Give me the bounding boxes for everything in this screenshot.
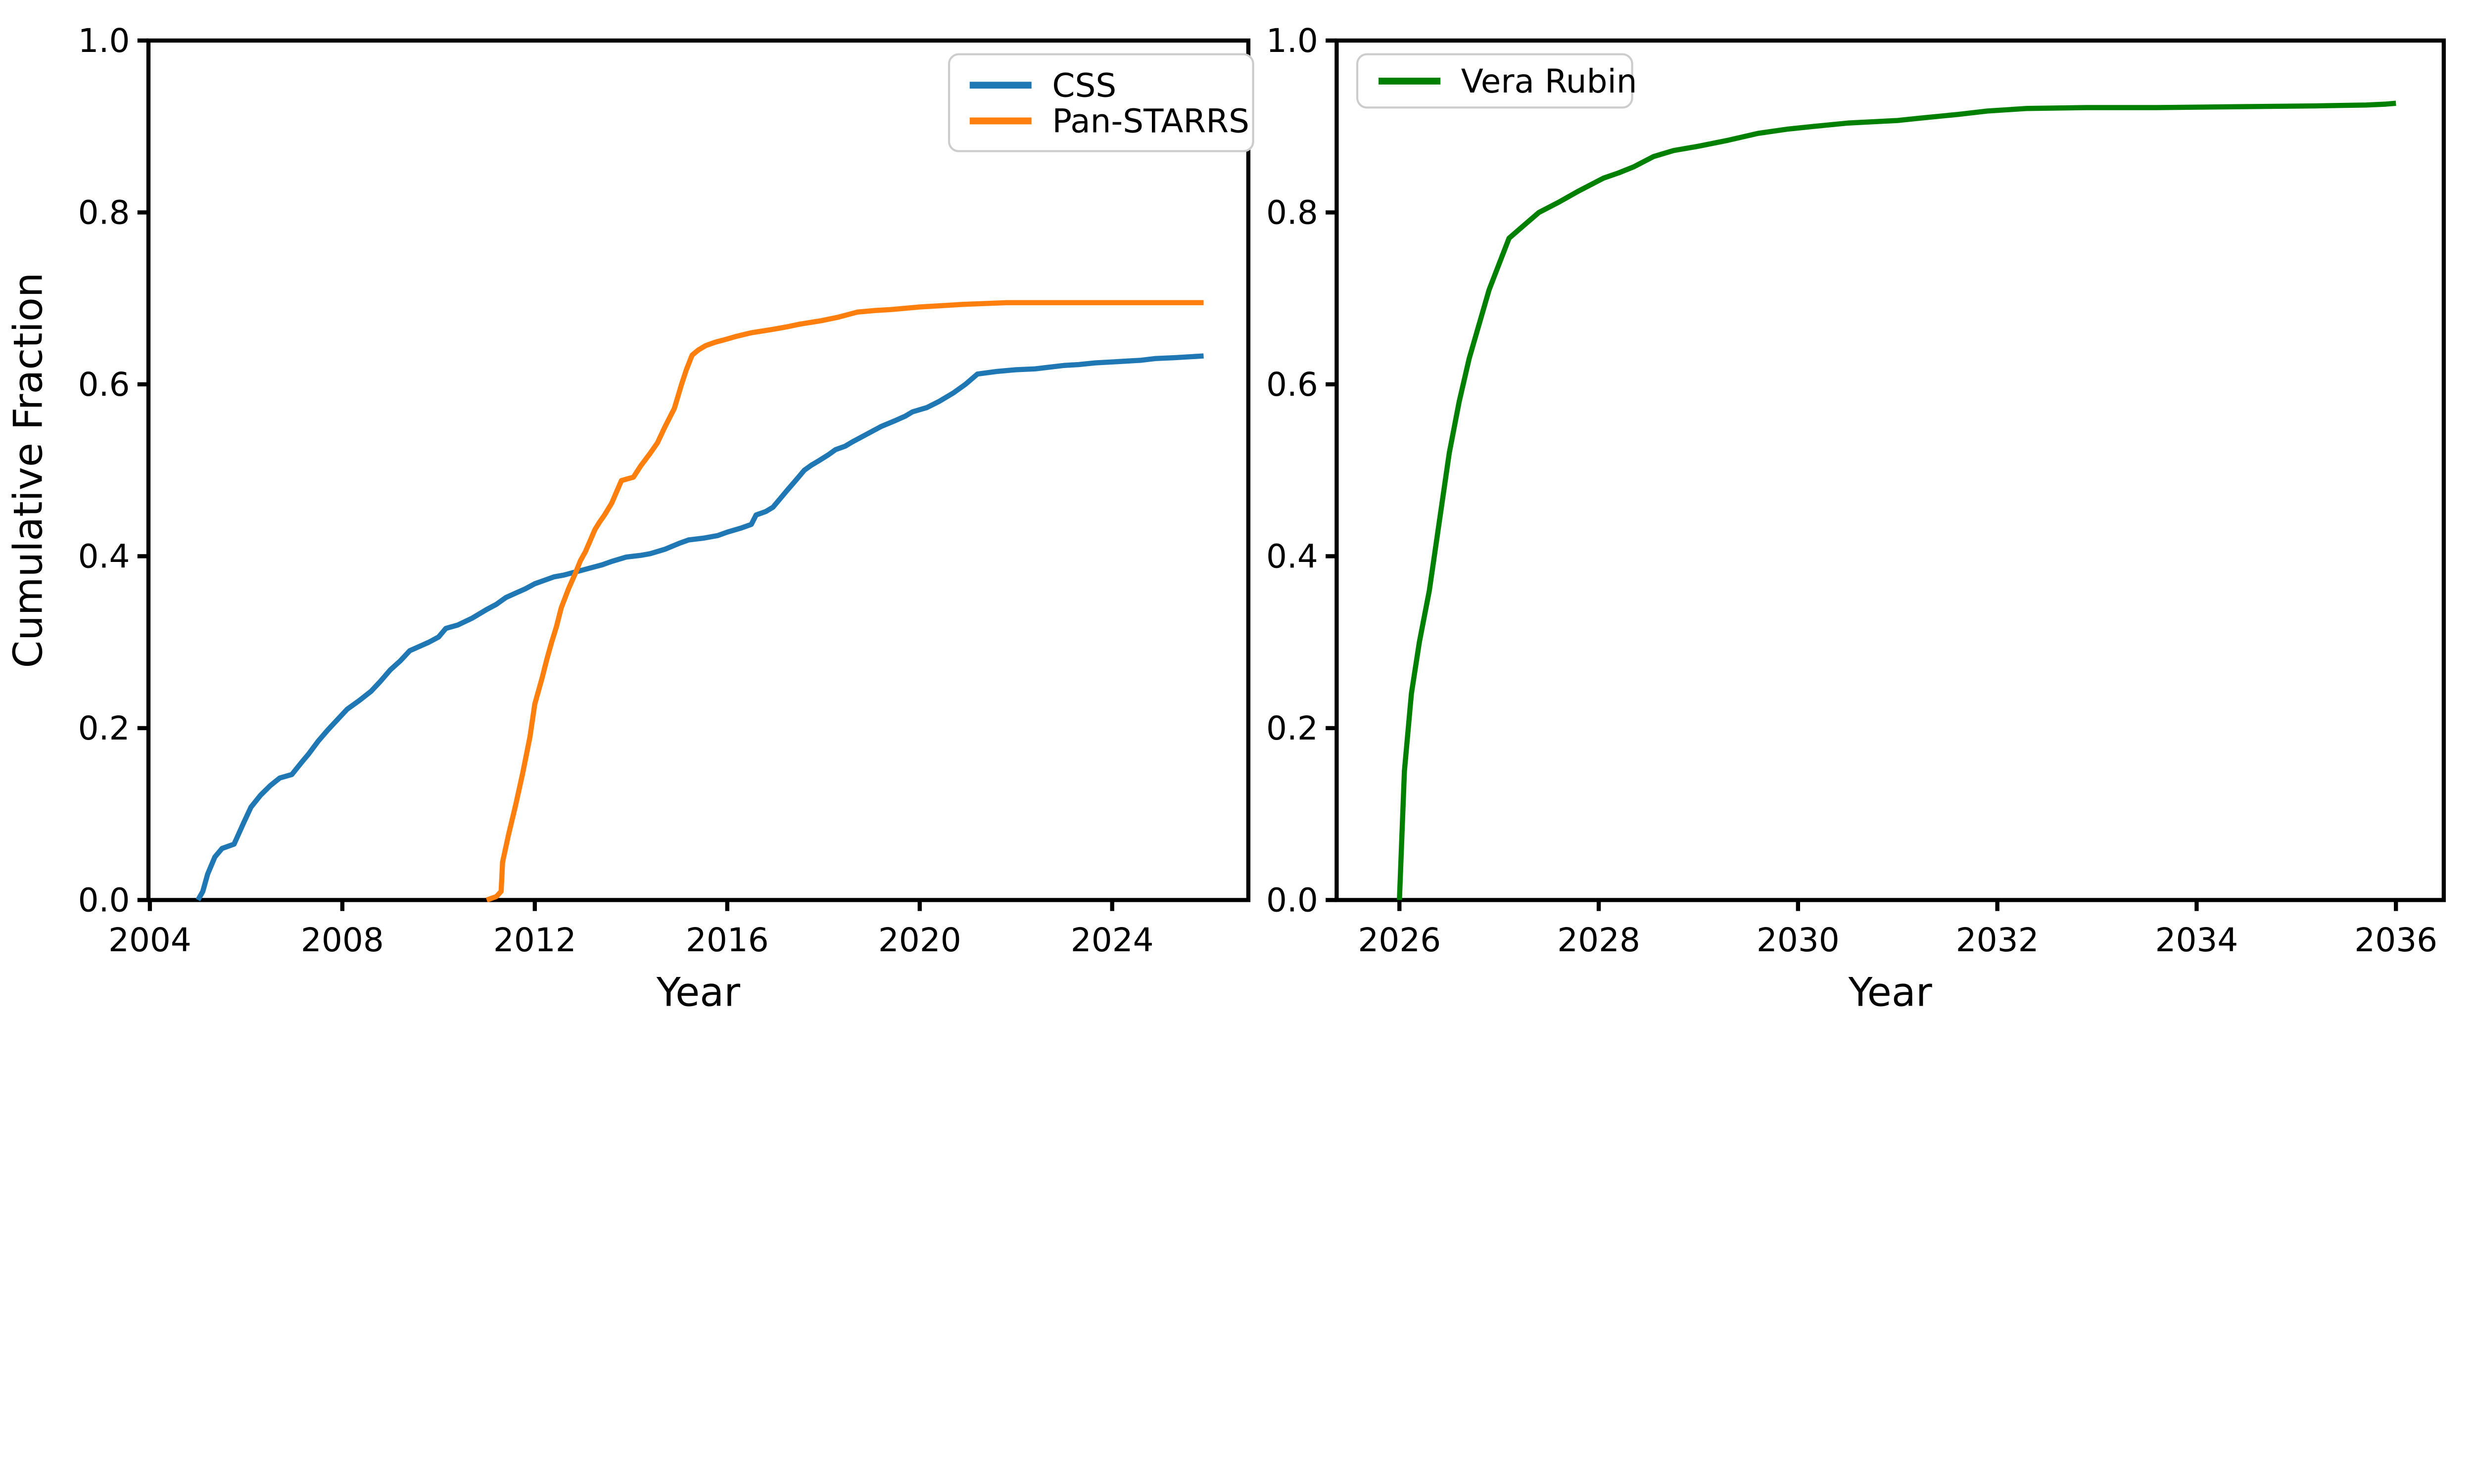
series-line-vera-rubin: [1397, 100, 2396, 900]
y-tick-label: 1.0: [78, 22, 130, 60]
legend-label: Pan-STARRS: [1052, 102, 1249, 140]
y-tick-label: 0.8: [78, 194, 130, 232]
y-tick-label: 0.4: [78, 538, 130, 576]
series-line-pan-starrs: [485, 300, 1204, 903]
right-panel: 2026 2028 2030 2032 2034 2036 0.0 0.2 0.4 0.6 0.8 1…: [1266, 22, 2446, 1015]
legend-box: [948, 53, 1254, 152]
x-tick-label: 2024: [1071, 921, 1154, 959]
x-tick-label: 2036: [2354, 921, 2437, 959]
x-tick-label: 2028: [1557, 921, 1640, 959]
x-tick-label: 2034: [2155, 921, 2238, 959]
y-tick-label: 0.2: [1266, 709, 1318, 747]
x-tick-label: 2030: [1757, 921, 1840, 959]
figure-canvas: 2004 2008 2012 2016 2020 2024 0.0 0.2 0.4 0.6 0.8 1…: [5, 22, 2446, 1015]
x-axis-label: Year: [656, 969, 740, 1015]
series-line-css: [195, 353, 1204, 901]
x-tick-label: 2012: [493, 921, 576, 959]
x-tick-label: 2026: [1358, 921, 1441, 959]
y-tick-label: 0.4: [1266, 538, 1318, 576]
left-panel: 2004 2008 2012 2016 2020 2024 0.0 0.2 0.4 0.6 0.8 1…: [5, 22, 1254, 1015]
x-tick-label: 2016: [686, 921, 769, 959]
x-tick-label: 2020: [878, 921, 961, 959]
y-tick-label: 0.6: [1266, 366, 1318, 404]
x-tick-label: 2008: [301, 921, 384, 959]
x-tick-label: 2032: [1956, 921, 2039, 959]
plot-frame: [146, 38, 1251, 902]
y-tick-label: 0.6: [78, 366, 130, 404]
y-tick-label: 0.0: [78, 881, 130, 920]
legend-box: [1356, 53, 1633, 109]
y-tick-label: 0.0: [1266, 881, 1318, 920]
y-tick-label: 0.2: [78, 709, 130, 747]
legend: Vera Rubin: [1356, 53, 1637, 109]
y-axis-label: Cumulative Fraction: [5, 273, 51, 668]
figure: 2004 2008 2012 2016 2020 2024 0.0 0.2 0.4 0.6 0.8 1…: [5, 22, 2446, 1016]
y-tick-label: 0.8: [1266, 194, 1318, 232]
x-axis-label: Year: [1848, 969, 1932, 1015]
legend-label: Vera Rubin: [1461, 62, 1637, 100]
x-tick-label: 2004: [108, 921, 191, 959]
legend-label: CSS: [1052, 66, 1116, 104]
y-tick-label: 1.0: [1266, 22, 1318, 60]
plot-frame: [1334, 38, 2446, 902]
